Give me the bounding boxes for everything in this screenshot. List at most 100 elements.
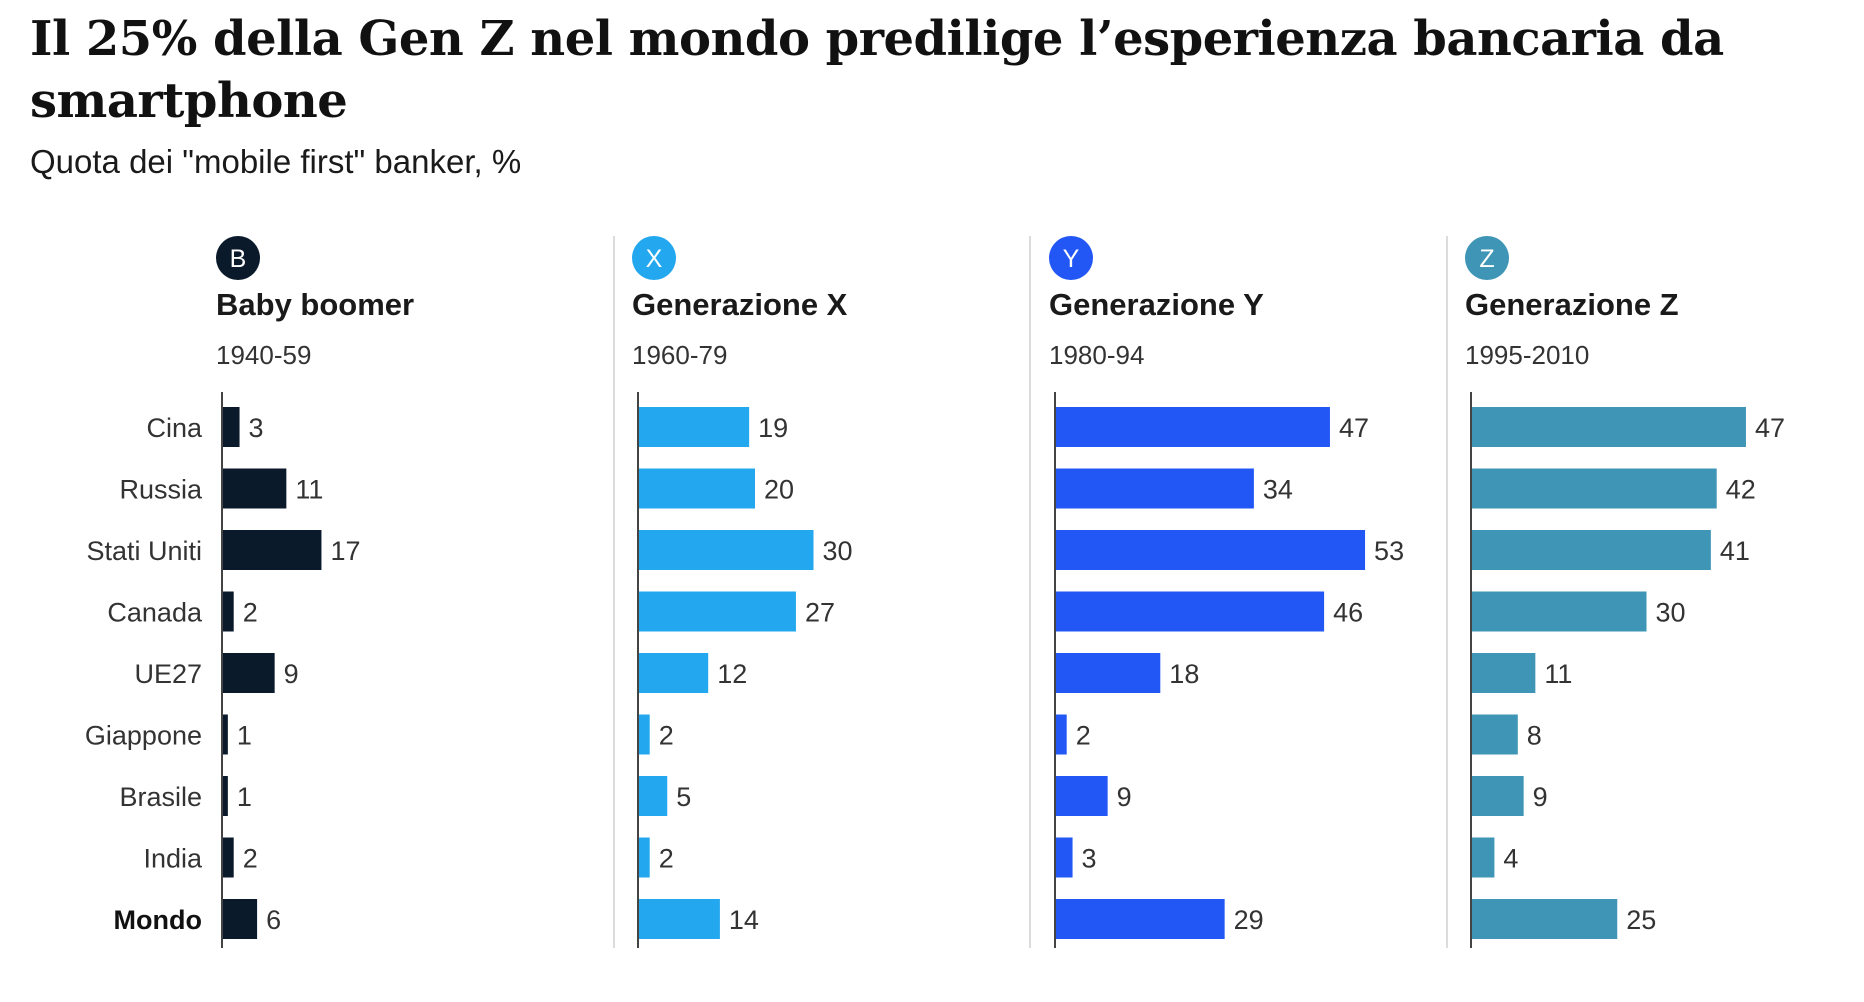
panel-years: 1980-94 [1049, 340, 1144, 370]
bar [638, 591, 796, 632]
bar [1471, 530, 1711, 570]
data-label: 3 [249, 413, 264, 443]
bar [1471, 837, 1495, 878]
data-label: 9 [284, 659, 299, 689]
data-label: 14 [729, 905, 759, 935]
bar [222, 653, 275, 693]
bar [222, 591, 234, 632]
data-label: 34 [1263, 475, 1293, 505]
bar [222, 837, 234, 878]
bar [222, 468, 287, 509]
data-label: 30 [823, 536, 853, 566]
data-label: 1 [237, 782, 252, 812]
data-label: 27 [805, 598, 835, 628]
bar [638, 776, 668, 816]
generation-badge-icon [632, 236, 676, 280]
category-label: Giappone [85, 721, 202, 751]
category-label: Canada [107, 598, 203, 628]
chart-title: Il 25% della Gen Z nel mondo predilige l… [30, 11, 1724, 129]
data-label: 11 [1544, 659, 1572, 689]
data-label: 47 [1755, 413, 1785, 443]
bar [1471, 899, 1618, 939]
data-label: 11 [295, 475, 323, 505]
bar [222, 530, 322, 570]
data-label: 2 [1076, 721, 1091, 751]
data-label: 5 [676, 782, 691, 812]
category-label: Russia [119, 475, 203, 505]
panel-title: Baby boomer [216, 287, 414, 322]
generation-badge-icon [1049, 236, 1093, 280]
data-label: 53 [1374, 536, 1404, 566]
data-label: 2 [243, 844, 258, 874]
data-label: 41 [1720, 536, 1750, 566]
data-label: 2 [659, 721, 674, 751]
data-label: 46 [1333, 598, 1363, 628]
panel-title: Generazione Y [1049, 287, 1264, 322]
badge-letter: B [230, 245, 247, 273]
badge-letter: Z [1479, 245, 1494, 273]
bar [638, 899, 720, 939]
generation-badge-icon [1465, 236, 1509, 280]
data-label: 9 [1117, 782, 1132, 812]
badge-letter: X [646, 245, 663, 273]
bar [638, 468, 755, 509]
panel-years: 1995-2010 [1465, 340, 1589, 370]
data-label: 29 [1234, 905, 1264, 935]
category-label: Stati Uniti [86, 536, 202, 566]
bar [1471, 407, 1746, 447]
category-label: Brasile [119, 782, 202, 812]
chart-subtitle: Quota dei "mobile first" banker, % [30, 143, 522, 180]
data-label: 2 [243, 598, 258, 628]
bar [638, 837, 650, 878]
category-label: India [143, 844, 203, 874]
data-label: 9 [1533, 782, 1548, 812]
data-label: 20 [764, 475, 794, 505]
bar [1471, 714, 1518, 755]
data-label: 25 [1626, 905, 1656, 935]
category-label: UE27 [134, 659, 202, 689]
bar [222, 899, 258, 939]
panel-title: Generazione Z [1465, 287, 1679, 322]
data-label: 3 [1082, 844, 1097, 874]
bar [1055, 468, 1254, 509]
data-label: 30 [1656, 598, 1686, 628]
data-label: 42 [1726, 475, 1756, 505]
bar [1471, 468, 1717, 509]
data-label: 2 [659, 844, 674, 874]
badge-letter: Y [1063, 245, 1080, 273]
bar [1055, 653, 1161, 693]
panel-title: Generazione X [632, 287, 848, 322]
data-label: 19 [758, 413, 788, 443]
bar [222, 776, 228, 816]
bar [222, 407, 240, 447]
panel-years: 1940-59 [216, 340, 311, 370]
bar [222, 714, 228, 755]
data-label: 4 [1503, 844, 1518, 874]
bar [638, 407, 750, 447]
data-label: 1 [237, 721, 252, 751]
bar [1471, 591, 1647, 632]
bar [1055, 407, 1330, 447]
data-label: 18 [1169, 659, 1199, 689]
bar [1055, 776, 1108, 816]
bar [638, 653, 709, 693]
data-label: 47 [1339, 413, 1369, 443]
bar [638, 714, 650, 755]
data-label: 12 [717, 659, 747, 689]
generation-badge-icon [216, 236, 260, 280]
bar [1471, 776, 1524, 816]
bar [1055, 591, 1325, 632]
panel-years: 1960-79 [632, 340, 727, 370]
category-label: Mondo [114, 905, 202, 935]
bar [1471, 653, 1536, 693]
bar [1055, 837, 1073, 878]
bar [638, 530, 814, 570]
bar [1055, 899, 1225, 939]
category-label: Cina [146, 413, 203, 443]
bar [1055, 530, 1366, 570]
data-label: 8 [1527, 721, 1542, 751]
data-label: 17 [330, 536, 360, 566]
bar [1055, 714, 1067, 755]
data-label: 6 [266, 905, 281, 935]
